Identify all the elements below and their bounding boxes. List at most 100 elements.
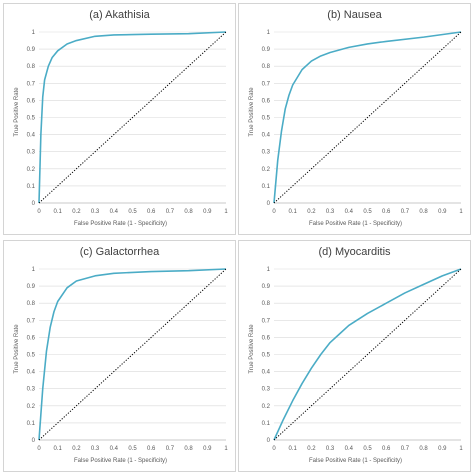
chart-title: (c) Galactorrhea xyxy=(79,246,160,258)
x-axis-label: False Positive Rate (1 - Specificity) xyxy=(73,221,168,227)
x-tick-label: 0.2 xyxy=(72,209,81,215)
x-tick-label: 1 xyxy=(459,446,463,452)
reference-diagonal-line xyxy=(273,268,462,441)
chart-plot-area: 0 0.1 0.2 0.3 0.4 0.5 0.6 0.7 0.8 0.9 1 0 0.1 0.2 0.3 0… xyxy=(262,30,464,215)
roc-curve-line xyxy=(273,268,462,441)
x-tick-label: 0.1 xyxy=(54,209,63,215)
x-tick-label: 0.2 xyxy=(307,446,316,452)
x-tick-label: 0.7 xyxy=(166,446,175,452)
x-tick-label: 0.5 xyxy=(363,209,372,215)
x-tick-label: 0.4 xyxy=(110,209,119,215)
x-tick-label: 1 xyxy=(224,446,228,452)
x-tick-label: 0.7 xyxy=(401,209,410,215)
y-tick-label: 0 xyxy=(267,201,271,207)
y-tick-label: 0.1 xyxy=(262,184,271,190)
chart-panel-galactorrhea: (c) Galactorrhea True Positive Rate 0 0.1… xyxy=(3,240,236,472)
x-tick-label: 0.5 xyxy=(363,446,372,452)
y-tick-label: 0.8 xyxy=(27,64,36,70)
y-tick-label: 0 xyxy=(32,438,36,444)
y-tick-label: 0.7 xyxy=(27,81,36,87)
reference-diagonal-line xyxy=(38,268,227,441)
x-tick-label: 0 xyxy=(272,209,276,215)
x-tick-label: 0.1 xyxy=(289,446,298,452)
y-tick-label: 0.4 xyxy=(27,133,36,139)
y-tick-label: 0.1 xyxy=(262,421,271,427)
y-tick-label: 0.4 xyxy=(262,133,271,139)
x-tick-label: 0.5 xyxy=(128,209,137,215)
x-tick-label: 0.1 xyxy=(54,446,63,452)
x-tick-label: 0.1 xyxy=(289,209,298,215)
x-tick-label: 0.3 xyxy=(326,446,335,452)
y-tick-label: 0.5 xyxy=(27,353,36,359)
x-tick-label: 0.9 xyxy=(438,446,447,452)
y-tick-label: 0 xyxy=(32,201,36,207)
y-tick-label: 0.5 xyxy=(262,116,271,122)
x-tick-label: 0.3 xyxy=(91,209,100,215)
y-tick-label: 0.3 xyxy=(262,150,271,156)
reference-diagonal-line xyxy=(273,31,462,204)
chart-title: (d) Myocarditis xyxy=(318,246,391,258)
x-tick-label: 0.6 xyxy=(147,209,156,215)
y-tick-label: 0.2 xyxy=(262,404,271,410)
y-tick-label: 0.9 xyxy=(27,284,36,290)
y-tick-label: 0.6 xyxy=(262,98,271,104)
x-tick-label: 0.9 xyxy=(203,446,212,452)
x-axis-label: False Positive Rate (1 - Specificity) xyxy=(308,221,403,227)
x-tick-label: 0.4 xyxy=(345,446,354,452)
y-tick-label: 0.7 xyxy=(262,318,271,324)
chart-panel-akathisia: (a) Akathisia True Positive Rate 0 0.1 0.2… xyxy=(3,3,236,235)
y-tick-label: 0.9 xyxy=(262,47,271,53)
y-tick-label: 0.8 xyxy=(262,301,271,307)
y-tick-label: 0.3 xyxy=(27,150,36,156)
y-tick-label: 0.6 xyxy=(27,98,36,104)
x-tick-label: 0.8 xyxy=(419,209,428,215)
x-tick-label: 0 xyxy=(272,446,276,452)
x-tick-label: 0.2 xyxy=(72,446,81,452)
y-tick-label: 0.5 xyxy=(262,353,271,359)
y-tick-label: 0 xyxy=(267,438,271,444)
x-tick-label: 0.5 xyxy=(128,446,137,452)
roc-curve-line xyxy=(273,31,462,204)
x-tick-label: 0.6 xyxy=(382,446,391,452)
y-tick-label: 0.8 xyxy=(262,64,271,70)
y-tick-label: 1 xyxy=(32,267,36,273)
x-tick-label: 0.8 xyxy=(184,446,193,452)
x-tick-label: 1 xyxy=(459,209,463,215)
x-tick-label: 0.7 xyxy=(166,209,175,215)
chart-plot-area: 0 0.1 0.2 0.3 0.4 0.5 0.6 0.7 0.8 0.9 1 0 0.1 0.2 0.3 0… xyxy=(27,30,229,215)
y-tick-label: 0.9 xyxy=(262,284,271,290)
y-tick-label: 1 xyxy=(267,30,271,36)
y-tick-label: 1 xyxy=(267,267,271,273)
y-tick-label: 0.4 xyxy=(262,370,271,376)
y-tick-label: 0.6 xyxy=(262,335,271,341)
x-tick-label: 0 xyxy=(37,209,41,215)
y-tick-label: 0.5 xyxy=(27,116,36,122)
chart-panel-myocarditis: (d) Myocarditis True Positive Rate 0 0.1 0… xyxy=(238,240,471,472)
x-tick-label: 0.7 xyxy=(401,446,410,452)
y-tick-label: 1 xyxy=(32,30,36,36)
x-tick-label: 0.9 xyxy=(203,209,212,215)
y-tick-label: 0.3 xyxy=(262,387,271,393)
x-axis-label: False Positive Rate (1 - Specificity) xyxy=(308,458,403,464)
y-tick-label: 0.7 xyxy=(27,318,36,324)
x-tick-label: 0.3 xyxy=(326,209,335,215)
chart-title: (b) Nausea xyxy=(327,9,382,21)
chart-title: (a) Akathisia xyxy=(89,9,150,21)
x-axis-label: False Positive Rate (1 - Specificity) xyxy=(73,458,168,464)
y-tick-label: 0.9 xyxy=(27,47,36,53)
x-tick-label: 0.9 xyxy=(438,209,447,215)
y-tick-label: 0.2 xyxy=(27,404,36,410)
y-tick-label: 0.6 xyxy=(27,335,36,341)
x-tick-label: 0.4 xyxy=(110,446,119,452)
chart-plot-area: 0 0.1 0.2 0.3 0.4 0.5 0.6 0.7 0.8 0.9 1 0 0.1 0.2 0.3 0… xyxy=(262,267,464,452)
x-tick-label: 0.6 xyxy=(382,209,391,215)
x-tick-label: 0.4 xyxy=(345,209,354,215)
x-tick-label: 0.3 xyxy=(91,446,100,452)
reference-diagonal-line xyxy=(38,31,227,204)
y-tick-label: 0.1 xyxy=(27,421,36,427)
chart-plot-area: 0 0.1 0.2 0.3 0.4 0.5 0.6 0.7 0.8 0.9 1 0 0.1 0.2 0.3 0… xyxy=(27,267,229,452)
x-tick-label: 0.6 xyxy=(147,446,156,452)
roc-curve-line xyxy=(38,31,227,204)
y-tick-label: 0.4 xyxy=(27,370,36,376)
y-tick-label: 0.2 xyxy=(27,167,36,173)
